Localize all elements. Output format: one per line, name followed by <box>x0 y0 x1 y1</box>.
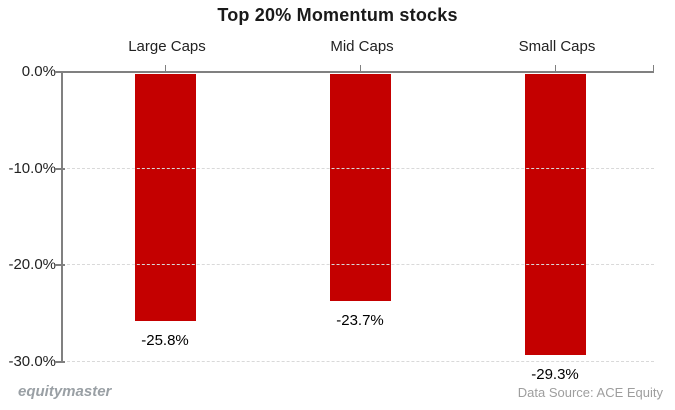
category-tick-1 <box>360 65 361 71</box>
bar-large-caps <box>134 74 196 321</box>
y-axis-tick-label-1: -10.0% <box>8 159 56 177</box>
y-axis-line <box>61 72 63 362</box>
y-axis-tick-label-0: 0.0% <box>21 63 56 80</box>
plot-area <box>55 65 654 363</box>
value-label-mid-caps: -23.7% <box>336 312 384 329</box>
equitymaster-logo: equitymaster <box>18 383 112 400</box>
category-label-small-caps: Small Caps <box>518 38 596 55</box>
gridline--20 <box>62 264 654 266</box>
value-label-large-caps: -25.8% <box>141 332 189 349</box>
y-axis-tick-label-2: -20.0% <box>8 256 56 274</box>
chart-title: Top 20% Momentum stocks <box>217 5 458 25</box>
bar-small-caps <box>524 74 586 355</box>
gridline--10 <box>62 167 654 169</box>
category-tick-2 <box>555 65 556 71</box>
data-source-note: Data Source: ACE Equity <box>517 385 663 400</box>
y-axis-tick--10 <box>55 167 65 170</box>
value-label-small-caps: -29.3% <box>531 366 579 383</box>
y-axis-tick--30 <box>55 361 65 363</box>
category-tick-0 <box>165 65 166 71</box>
y-axis-tick-label-3: -30.0% <box>8 353 56 370</box>
y-axis-tick--20 <box>55 264 65 267</box>
bar-mid-caps <box>329 74 391 301</box>
axis-end-tick <box>653 65 654 71</box>
gridline--30 <box>62 361 654 362</box>
zero-baseline <box>55 71 654 73</box>
category-label-large-caps: Large Caps <box>128 38 206 55</box>
category-label-mid-caps: Mid Caps <box>330 38 394 55</box>
